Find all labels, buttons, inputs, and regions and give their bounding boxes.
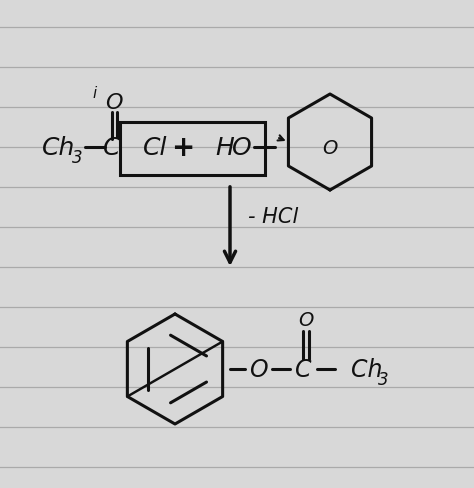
Text: +: + (172, 134, 195, 162)
Text: 3: 3 (378, 370, 389, 388)
Text: O: O (322, 138, 337, 157)
Text: O: O (232, 136, 252, 160)
Text: H: H (215, 136, 234, 160)
Text: O: O (249, 357, 267, 381)
Text: Ch: Ch (351, 357, 383, 381)
Text: O: O (298, 310, 314, 329)
Text: Ch: Ch (42, 136, 75, 160)
Text: O: O (105, 93, 123, 113)
Bar (120, 123, 265, 176)
Text: - HCl: - HCl (248, 206, 298, 226)
Text: 3: 3 (72, 149, 82, 167)
Text: C: C (295, 357, 311, 381)
Text: C: C (103, 136, 121, 160)
Text: Cl: Cl (143, 136, 167, 160)
Text: i: i (93, 85, 97, 101)
